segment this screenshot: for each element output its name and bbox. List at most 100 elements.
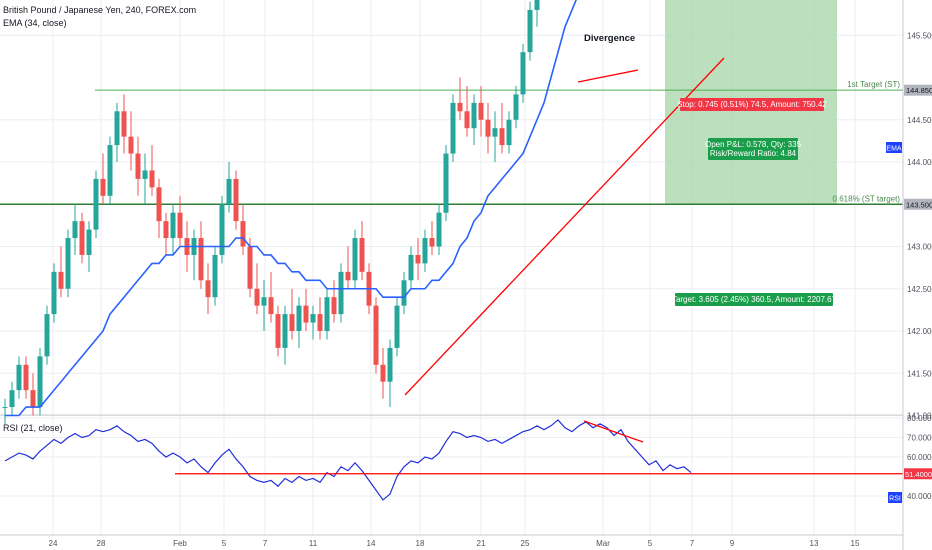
candle [429,221,435,255]
candle [149,145,155,196]
candle-body [506,119,512,146]
candle-body [2,407,8,409]
candle [93,170,99,239]
rsi-tick: 40.0000 [907,492,932,501]
candle [79,212,85,264]
candle [520,43,526,103]
candle [30,373,36,416]
price-tick: 141.000 [907,412,932,421]
candle-body [107,145,113,196]
price-divergence-line [577,69,639,83]
candle [359,221,365,281]
candle-body [135,153,141,179]
candle-body [23,364,29,391]
time-tick: 18 [416,539,425,548]
candle-body [275,314,281,348]
candle-body [387,347,393,382]
candle [513,85,519,129]
candle [177,195,183,247]
candle [471,94,477,146]
candle [58,246,64,298]
candle-body [79,221,85,255]
candle-body [394,305,400,348]
rsi-tag-text: RSI [889,496,901,503]
time-tick: 9 [730,539,735,548]
candle [380,347,386,399]
price-tick: 145.500 [907,31,932,40]
candle [2,398,8,424]
candle [163,212,169,255]
time-tick: 25 [521,539,530,548]
candle-body [373,305,379,365]
candle [331,280,337,323]
candle [170,204,176,255]
candle-body [219,204,225,255]
candle-body [51,271,57,315]
time-tick: Feb [173,539,187,548]
candle [317,297,323,340]
candle [422,229,428,272]
price-tick: 144.500 [907,116,932,125]
candle-body [401,280,407,306]
candle [9,381,15,416]
candle [156,178,162,239]
candle-body [65,238,71,289]
candle-body [268,297,274,315]
candle [464,85,470,137]
target-label: Target: 3.605 (2.45%) 360.5, Amount: 220… [672,293,837,306]
candle-body [149,170,155,188]
fib-target-label: 0.618% (ST target) [833,194,901,203]
candle-body [72,221,78,239]
candle [457,77,463,120]
price-tick: 143.000 [907,243,932,252]
candle-body [310,314,316,323]
candle [23,356,29,399]
rsi-tick: 80.0000 [907,414,932,423]
candle [121,94,127,154]
candle-body [464,111,470,129]
candle-body [289,314,295,331]
candle [499,102,505,154]
candle-body [212,254,218,298]
candle [142,153,148,205]
candle-body [450,102,456,154]
time-tick: 15 [851,539,860,548]
candle [114,102,120,162]
time-tick: 7 [690,539,695,548]
candle-body [429,238,435,247]
candle [352,229,358,289]
price-tag: 144.850 [904,84,932,96]
candle-body [492,128,498,137]
stop-label: Stop: 0.745 (0.51%) 74.5, Amount: 750.42 [677,98,827,111]
candle-body [156,187,162,222]
candles [2,0,540,424]
candle-body [415,254,421,264]
candle [198,221,204,289]
rsi-legend[interactable]: RSI (21, close) [3,423,63,433]
candle-body [520,52,526,95]
candle-body [44,314,50,357]
ema-legend[interactable]: EMA (34, close) [3,18,67,28]
candle [86,221,92,272]
candle [492,111,498,162]
candle-body [457,102,463,112]
candle [100,153,106,205]
candle-body [233,178,239,222]
candle [373,297,379,374]
candle-body [170,212,176,239]
candle-body [9,390,15,408]
rsi-level-tag-text: 51.4000 [905,470,932,479]
candle [303,288,309,331]
support-trendline [404,57,725,396]
candle-body [114,111,120,146]
candle-body [527,9,533,53]
candle [107,136,113,205]
candle-body [142,170,148,179]
candle [44,305,50,365]
grid [0,0,903,535]
candle [415,238,421,281]
candle [37,347,43,416]
candle-body [296,305,302,331]
price-tag: 143.500 [904,198,932,210]
